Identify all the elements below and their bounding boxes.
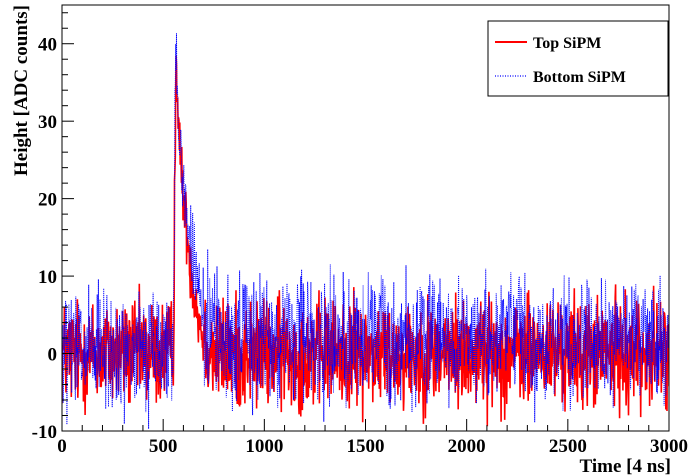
legend-label-bottom-sipm: Bottom SiPM <box>533 69 626 86</box>
y-axis-title: Height [ADC counts] <box>11 5 32 176</box>
x-tick-label: 1000 <box>245 436 283 457</box>
x-tick-label: 0 <box>57 436 67 457</box>
x-tick-label: 2500 <box>549 436 587 457</box>
y-tick-label: 30 <box>38 112 57 133</box>
y-tick-label: 20 <box>38 190 57 211</box>
x-tick-label: 3000 <box>650 436 688 457</box>
series-line-bottom-sipm <box>62 33 669 429</box>
y-tick-label: 10 <box>38 267 57 288</box>
y-tick-label: -10 <box>32 422 57 443</box>
y-tick-label: 40 <box>38 35 57 56</box>
legend-box <box>487 20 669 97</box>
series-line-top-sipm <box>62 55 669 427</box>
y-tick-label: 0 <box>48 345 58 366</box>
x-axis-title: Time [4 ns] <box>580 456 671 476</box>
x-tick-label: 1500 <box>347 436 385 457</box>
legend: Top SiPM Bottom SiPM <box>487 20 669 97</box>
x-tick-label: 2000 <box>448 436 486 457</box>
series-group <box>62 33 669 429</box>
legend-label-top-sipm: Top SiPM <box>533 35 601 52</box>
x-tick-label: 500 <box>149 436 178 457</box>
